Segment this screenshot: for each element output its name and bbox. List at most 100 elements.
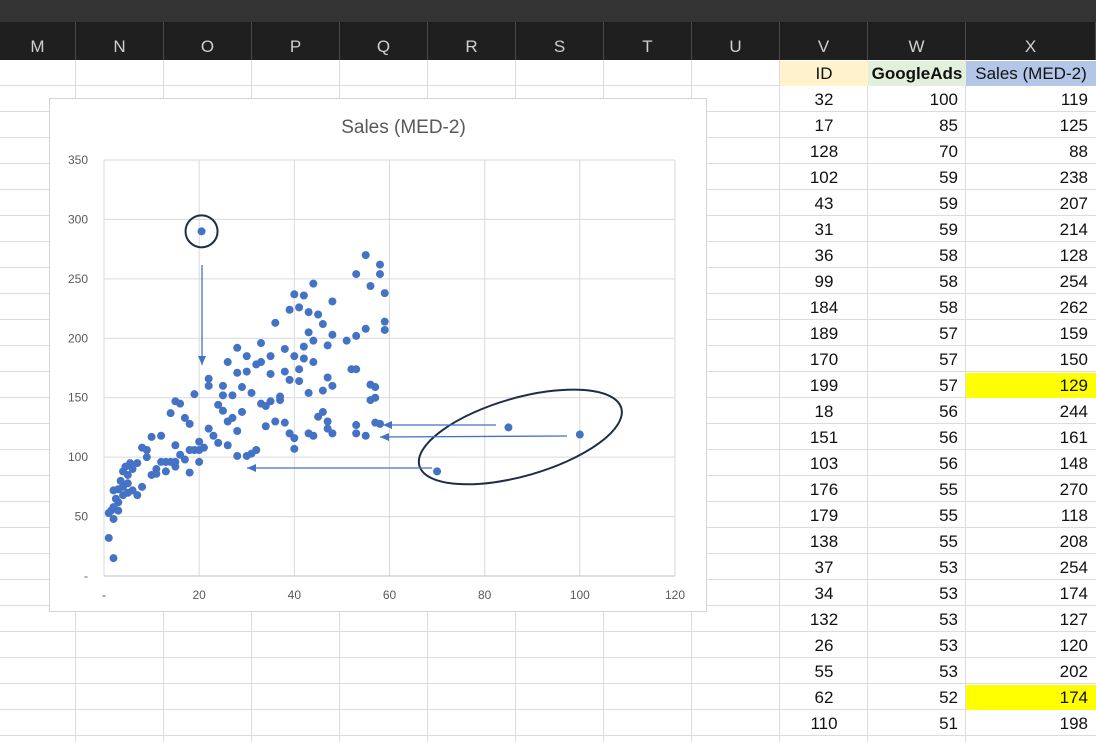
table-cell-id[interactable]: 55	[814, 662, 834, 681]
table-cell-ads[interactable]: 58	[939, 298, 958, 317]
table-cell-ads[interactable]: 59	[939, 168, 958, 187]
table-cell-sales[interactable]: 174	[1059, 584, 1088, 603]
table-header-sales[interactable]: Sales (MED-2)	[966, 61, 1096, 86]
table-cell-sales[interactable]: 254	[1059, 558, 1088, 577]
table-cell-sales[interactable]: 129	[966, 373, 1096, 398]
table-cell-ads[interactable]: 53	[939, 662, 958, 681]
table-cell-id[interactable]: 128	[809, 142, 839, 161]
table-cell-sales[interactable]: 118	[1060, 506, 1088, 525]
table-cell-sales[interactable]: 120	[1059, 636, 1088, 655]
table-cell-id[interactable]: 32	[814, 90, 834, 109]
table-cell-sales[interactable]: 125	[1059, 116, 1088, 135]
x-tick-label: 80	[478, 588, 492, 602]
table-cell-sales[interactable]: 127	[1059, 610, 1088, 629]
y-tick-label: 250	[68, 272, 88, 286]
column-header-x[interactable]: X	[966, 22, 1096, 60]
column-header-v[interactable]: V	[780, 22, 868, 60]
table-cell-id[interactable]: 18	[814, 402, 834, 421]
table-cell-ads[interactable]: 51	[939, 714, 958, 733]
table-cell-id[interactable]: 189	[809, 324, 839, 343]
column-header-s[interactable]: S	[516, 22, 604, 60]
table-cell-ads[interactable]: 56	[939, 402, 958, 421]
table-cell-ads[interactable]: 59	[939, 194, 958, 213]
table-cell-sales[interactable]: 198	[1059, 714, 1088, 733]
column-header-r[interactable]: R	[428, 22, 516, 60]
table-cell-id[interactable]: 151	[809, 428, 839, 447]
data-point	[280, 367, 289, 376]
table-cell-id[interactable]: 26	[814, 636, 834, 655]
table-cell-sales[interactable]: 208	[1059, 532, 1088, 551]
table-cell-id[interactable]: 31	[814, 220, 834, 239]
column-header-n[interactable]: N	[76, 22, 164, 60]
table-cell-sales[interactable]: 202	[1059, 662, 1088, 681]
table-cell-id[interactable]: 103	[809, 454, 839, 473]
table-cell-sales[interactable]: 88	[1069, 142, 1088, 161]
table-cell-sales[interactable]: 148	[1059, 454, 1088, 473]
table-cell-ads[interactable]: 57	[939, 350, 958, 369]
table-cell-id[interactable]: 17	[814, 116, 834, 135]
table-header-id[interactable]: ID	[780, 61, 868, 86]
table-cell-id[interactable]: 176	[809, 480, 839, 499]
table-cell-ads[interactable]: 55	[939, 532, 958, 551]
table-cell-sales[interactable]: 244	[1059, 402, 1088, 421]
table-cell-sales[interactable]: 174	[966, 685, 1096, 710]
table-cell-id[interactable]: 36	[814, 246, 834, 265]
table-cell-ads[interactable]: 55	[939, 506, 958, 525]
table-cell-id[interactable]: 62	[814, 688, 834, 707]
data-point	[257, 339, 266, 348]
table-cell-id[interactable]: 138	[809, 532, 839, 551]
column-header-t[interactable]: T	[604, 22, 692, 60]
table-cell-ads[interactable]: 53	[939, 610, 958, 629]
table-cell-sales[interactable]: 254	[1059, 272, 1088, 291]
table-cell-sales[interactable]: 238	[1059, 168, 1088, 187]
table-cell-sales[interactable]: 159	[1059, 324, 1088, 343]
table-cell-id[interactable]: 37	[814, 558, 834, 577]
table-cell-ads[interactable]: 57	[939, 324, 958, 343]
table-cell-ads[interactable]: 53	[939, 584, 958, 603]
column-header-p[interactable]: P	[252, 22, 340, 60]
table-cell-ads[interactable]: 56	[939, 428, 958, 447]
table-cell-ads[interactable]: 55	[939, 480, 958, 499]
table-header-ads[interactable]: GoogleAds	[868, 61, 966, 86]
table-cell-ads[interactable]: 85	[939, 116, 958, 135]
table-cell-id[interactable]: 132	[809, 610, 839, 629]
table-cell-sales[interactable]: 128	[1059, 246, 1088, 265]
table-cell-ads[interactable]: 58	[939, 272, 958, 291]
table-cell-ads[interactable]: 100	[929, 90, 958, 109]
data-point	[366, 281, 375, 290]
data-point	[318, 320, 327, 329]
scatter-chart[interactable]: Sales (MED-2) - 50 100 150 200 250 300 350 - 20 40 6…	[49, 98, 707, 612]
data-point	[575, 430, 584, 439]
table-cell-id[interactable]: 102	[809, 168, 839, 187]
table-cell-sales[interactable]: 161	[1059, 428, 1088, 447]
table-cell-sales[interactable]: 119	[1060, 90, 1088, 109]
table-cell-sales[interactable]: 150	[1059, 350, 1088, 369]
table-cell-id[interactable]: 99	[814, 272, 834, 291]
table-cell-id[interactable]: 199	[809, 376, 839, 395]
table-cell-ads[interactable]: 53	[939, 558, 958, 577]
table-cell-id[interactable]: 110	[810, 714, 838, 733]
table-cell-id[interactable]: 43	[814, 194, 834, 213]
table-cell-id[interactable]: 179	[809, 506, 839, 525]
table-cell-sales[interactable]: 262	[1059, 298, 1088, 317]
column-header-u[interactable]: U	[692, 22, 780, 60]
gridline-vertical	[867, 60, 868, 742]
table-cell-sales[interactable]: 214	[1059, 220, 1088, 239]
table-cell-ads[interactable]: 56	[939, 454, 958, 473]
table-cell-ads[interactable]: 52	[939, 688, 958, 707]
table-cell-id[interactable]: 184	[809, 298, 839, 317]
table-cell-ads[interactable]: 58	[939, 246, 958, 265]
column-header-q[interactable]: Q	[340, 22, 428, 60]
column-header-m[interactable]: M	[0, 22, 76, 60]
column-header-o[interactable]: O	[164, 22, 252, 60]
table-cell-sales[interactable]: 207	[1059, 194, 1088, 213]
table-cell-ads[interactable]: 59	[939, 220, 958, 239]
table-cell-id[interactable]: 170	[809, 350, 839, 369]
column-header-w[interactable]: W	[868, 22, 966, 60]
gridline-horizontal	[0, 683, 1096, 684]
table-cell-ads[interactable]: 57	[939, 376, 958, 395]
table-cell-ads[interactable]: 53	[939, 636, 958, 655]
table-cell-id[interactable]: 34	[814, 584, 834, 603]
table-cell-sales[interactable]: 270	[1059, 480, 1088, 499]
table-cell-ads[interactable]: 70	[939, 142, 958, 161]
